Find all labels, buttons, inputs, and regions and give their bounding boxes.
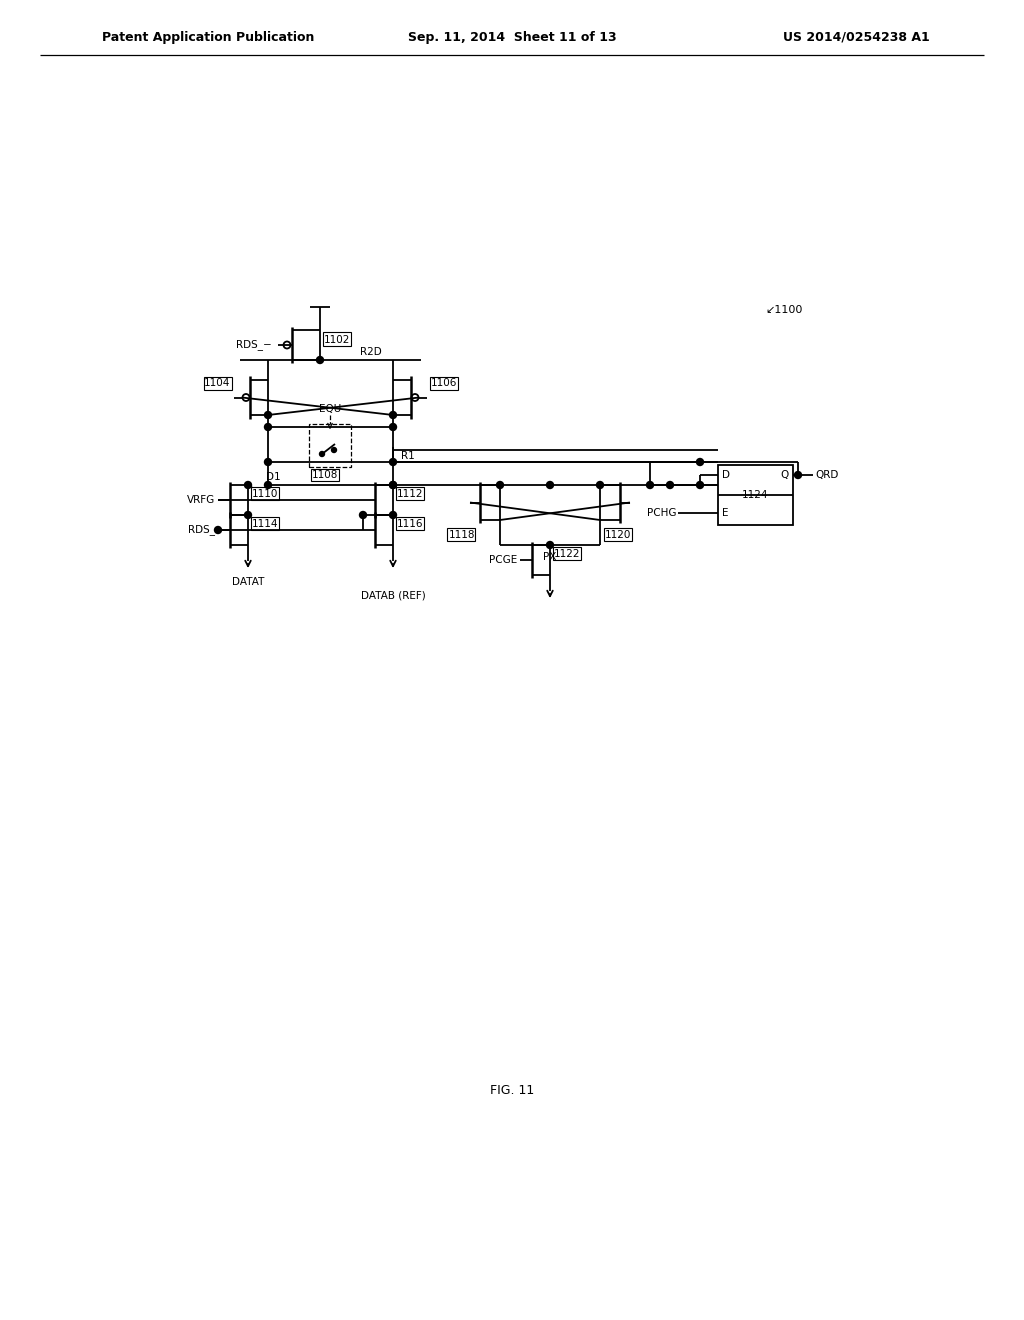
Text: PCGE: PCGE (488, 554, 517, 565)
Circle shape (389, 412, 396, 418)
Bar (718, 465, 793, 525)
Bar (204, 376, 232, 389)
Text: R1: R1 (401, 451, 415, 461)
Circle shape (319, 451, 325, 457)
Circle shape (547, 541, 554, 549)
Bar (447, 528, 475, 541)
Circle shape (389, 511, 396, 519)
Text: 1118: 1118 (449, 531, 475, 540)
Text: PX: PX (544, 552, 557, 562)
Circle shape (264, 412, 271, 418)
Bar (396, 517, 424, 531)
Circle shape (245, 511, 252, 519)
Circle shape (696, 482, 703, 488)
Circle shape (389, 458, 396, 466)
Text: D: D (722, 470, 730, 480)
Text: 1108: 1108 (312, 470, 338, 480)
Text: 1120: 1120 (605, 531, 632, 540)
Text: DATAB (REF): DATAB (REF) (360, 590, 425, 601)
Text: 1124: 1124 (742, 490, 769, 500)
Text: RDS_: RDS_ (188, 524, 215, 536)
Bar (323, 333, 351, 346)
Bar (604, 528, 632, 541)
Text: ↙1100: ↙1100 (765, 305, 803, 315)
Text: VRFG: VRFG (186, 495, 215, 506)
Text: RDS_−: RDS_− (237, 339, 272, 350)
Text: Q: Q (780, 470, 790, 480)
Text: 1110: 1110 (252, 488, 279, 499)
Circle shape (389, 482, 396, 488)
Circle shape (646, 482, 653, 488)
Circle shape (316, 356, 324, 363)
Bar (251, 517, 279, 531)
Bar (311, 469, 339, 480)
Bar (251, 487, 279, 500)
Circle shape (696, 458, 703, 466)
Text: EQU: EQU (318, 404, 341, 414)
Text: FIG. 11: FIG. 11 (489, 1084, 535, 1097)
Text: Patent Application Publication: Patent Application Publication (102, 30, 314, 44)
Circle shape (389, 482, 396, 488)
Bar (430, 376, 458, 389)
Text: 1106: 1106 (431, 379, 458, 388)
Circle shape (359, 511, 367, 519)
Text: 1114: 1114 (252, 519, 279, 529)
Circle shape (667, 482, 674, 488)
Circle shape (264, 424, 271, 430)
Text: 1122: 1122 (554, 549, 581, 558)
Circle shape (497, 482, 504, 488)
Text: DATAT: DATAT (231, 577, 264, 587)
Text: Sep. 11, 2014  Sheet 11 of 13: Sep. 11, 2014 Sheet 11 of 13 (408, 30, 616, 44)
Circle shape (547, 482, 554, 488)
Text: US 2014/0254238 A1: US 2014/0254238 A1 (783, 30, 930, 44)
Text: R2D: R2D (360, 347, 382, 356)
Circle shape (245, 482, 252, 488)
Bar (396, 487, 424, 500)
Text: D1: D1 (266, 473, 281, 482)
Text: 1102: 1102 (324, 335, 350, 345)
Circle shape (795, 471, 802, 479)
Circle shape (389, 424, 396, 430)
Circle shape (214, 527, 221, 533)
Bar (309, 424, 351, 467)
Text: 1104: 1104 (204, 379, 230, 388)
Text: E: E (722, 508, 728, 517)
Circle shape (597, 482, 603, 488)
Circle shape (332, 447, 337, 453)
Text: 1112: 1112 (397, 488, 424, 499)
Bar (553, 546, 581, 560)
Text: PCHG: PCHG (646, 508, 676, 517)
Circle shape (264, 458, 271, 466)
Text: 1116: 1116 (397, 519, 424, 529)
Text: QRD: QRD (815, 470, 839, 480)
Circle shape (264, 482, 271, 488)
